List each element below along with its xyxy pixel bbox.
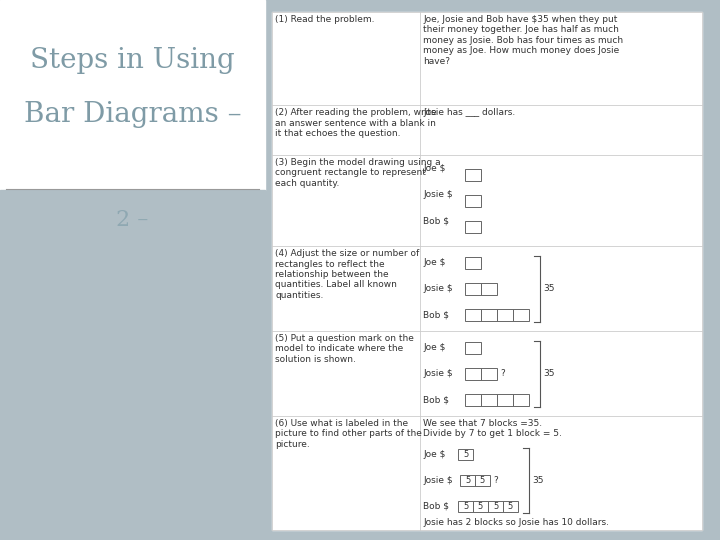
Text: We see that 7 blocks =35.
Divide by 7 to get 1 block = 5.: We see that 7 blocks =35. Divide by 7 to… — [423, 419, 562, 438]
Text: Joe $: Joe $ — [423, 258, 446, 267]
Bar — [488, 501, 503, 511]
Text: 5: 5 — [493, 502, 498, 510]
Bar — [473, 501, 488, 511]
Bar — [513, 309, 529, 321]
Bar — [460, 475, 475, 485]
Text: 2 –: 2 – — [117, 209, 149, 231]
Text: Josie $: Josie $ — [423, 369, 453, 378]
Bar — [465, 282, 481, 295]
Bar — [481, 394, 497, 406]
Bar — [458, 449, 473, 460]
Text: 5: 5 — [508, 502, 513, 510]
Text: 5: 5 — [463, 502, 468, 510]
Text: (3) Begin the model drawing using a
congruent rectangle to represent
each quanti: (3) Begin the model drawing using a cong… — [275, 158, 441, 188]
Text: Bob $: Bob $ — [423, 216, 449, 225]
Bar — [513, 394, 529, 406]
Bar — [475, 475, 490, 485]
Bar — [481, 368, 497, 380]
Text: Bob $: Bob $ — [423, 310, 449, 319]
Bar — [0, 0, 265, 190]
Text: Josie $: Josie $ — [423, 190, 453, 199]
Text: 5: 5 — [480, 476, 485, 484]
Bar — [465, 256, 481, 268]
Text: 5: 5 — [478, 502, 483, 510]
Text: 35: 35 — [543, 284, 554, 293]
Text: Bar Diagrams –: Bar Diagrams – — [24, 102, 241, 129]
Bar — [497, 309, 513, 321]
Bar — [0, 190, 265, 540]
Text: Josie $: Josie $ — [423, 284, 453, 293]
Text: (5) Put a question mark on the
model to indicate where the
solution is shown.: (5) Put a question mark on the model to … — [275, 334, 414, 364]
Bar — [465, 342, 481, 354]
Bar — [702, 0, 720, 540]
Bar — [272, 12, 702, 530]
Text: 5: 5 — [463, 449, 468, 458]
Bar — [481, 309, 497, 321]
Text: Josie has 2 blocks so Josie has 10 dollars.: Josie has 2 blocks so Josie has 10 dolla… — [423, 518, 609, 527]
Text: Joe $: Joe $ — [423, 164, 446, 173]
Bar — [465, 368, 481, 380]
Bar — [465, 394, 481, 406]
Text: Joe, Josie and Bob have $35 when they put
their money together. Joe has half as : Joe, Josie and Bob have $35 when they pu… — [423, 15, 623, 65]
Bar — [481, 282, 497, 295]
Bar — [465, 168, 481, 180]
Text: Bob $: Bob $ — [423, 395, 449, 404]
Text: 35: 35 — [532, 476, 544, 484]
Text: (4) Adjust the size or number of
rectangles to reflect the
relationship between : (4) Adjust the size or number of rectang… — [275, 249, 419, 300]
Text: ?: ? — [493, 476, 498, 484]
Text: Josie $: Josie $ — [423, 476, 453, 484]
Text: 5: 5 — [465, 476, 470, 484]
Bar — [465, 220, 481, 233]
Text: (6) Use what is labeled in the
picture to find other parts of the
picture.: (6) Use what is labeled in the picture t… — [275, 419, 422, 449]
Text: Joe $: Joe $ — [423, 343, 446, 352]
Bar — [503, 501, 518, 511]
Text: Bob $: Bob $ — [423, 502, 449, 510]
Text: Joe $: Joe $ — [423, 449, 446, 458]
Bar — [465, 194, 481, 207]
Text: 35: 35 — [543, 369, 554, 378]
Bar — [497, 394, 513, 406]
Text: Steps in Using: Steps in Using — [30, 46, 235, 73]
Text: (2) After reading the problem, write
an answer sentence with a blank in
it that : (2) After reading the problem, write an … — [275, 108, 436, 138]
Text: ?: ? — [500, 369, 505, 378]
Text: Josie has ___ dollars.: Josie has ___ dollars. — [423, 108, 516, 117]
Bar — [458, 501, 473, 511]
Text: (1) Read the problem.: (1) Read the problem. — [275, 15, 374, 24]
Bar — [465, 309, 481, 321]
